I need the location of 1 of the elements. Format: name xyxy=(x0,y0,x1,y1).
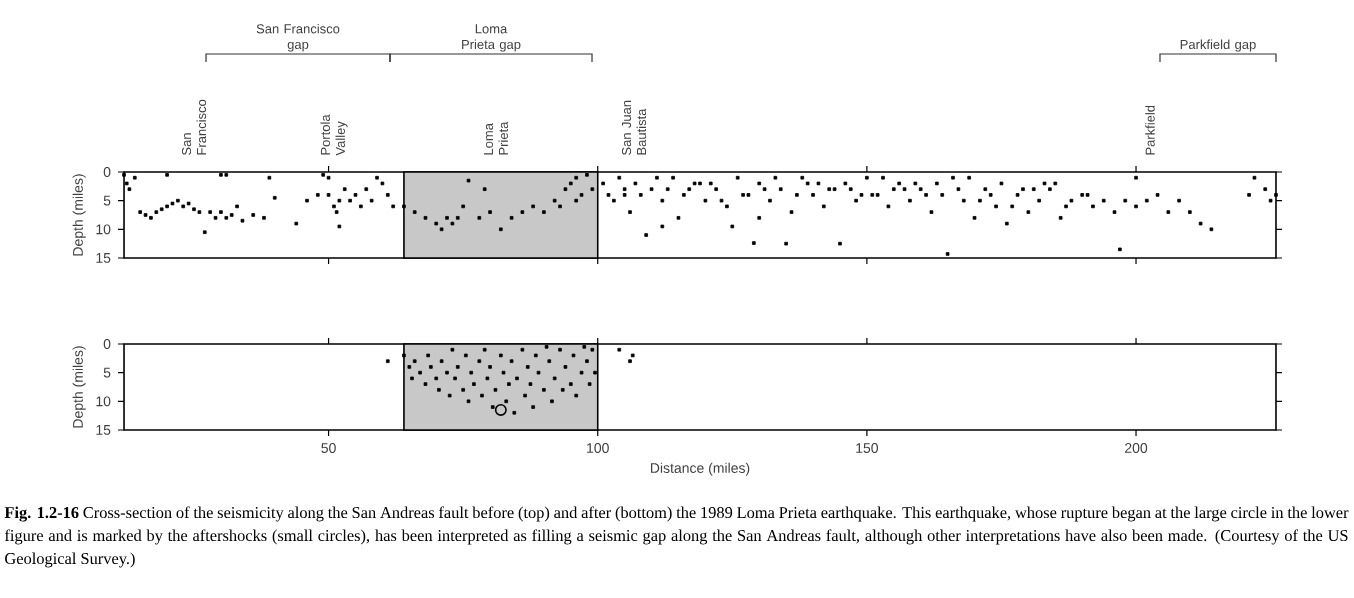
text: Fig. 1.2-16 Cross-section of the seismicity along the San Andreas fault before (top) and after (bottom) the 1989 Loma Prieta earthquake. This earthquake, whose rupture began at the large circle in the lower figure and is marked by the aftershocks (small circles), has been interpreted as filling a seismic gap along the San Andreas fault, although other interpretations have also been made. (Courtesy of the US Geological Survey.) xyxy=(4,506,1349,568)
